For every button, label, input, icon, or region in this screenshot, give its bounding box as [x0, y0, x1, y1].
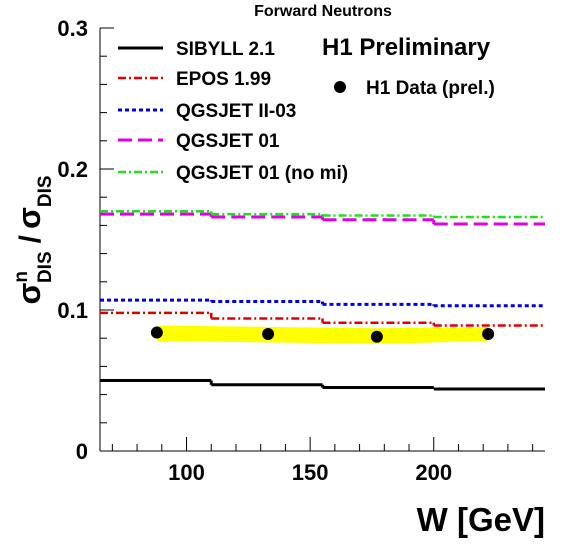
x-axis-label: W [GeV] — [417, 501, 545, 538]
x-tick-label-0: 100 — [168, 460, 205, 485]
h1-data-points — [150, 326, 495, 343]
h1-data-error-band — [156, 325, 489, 344]
y-tick-label-3: 0.3 — [57, 16, 88, 41]
legend-marker-h1-data — [334, 81, 346, 93]
x-axis-ticks: 100 150 200 — [111, 437, 534, 485]
model-curves — [100, 210, 545, 391]
legend-label-qgsjet2: QGSJET II-03 — [176, 101, 296, 122]
data-point-3 — [482, 327, 495, 340]
legend-label-sibyll: SIBYLL 2.1 — [176, 39, 275, 60]
y-axis-label-sigma-den: σ — [11, 207, 47, 229]
legend-label-h1-data: H1 Data (prel.) — [366, 78, 495, 99]
y-axis-label-sup: n — [11, 271, 32, 283]
preliminary-label: H1 Preliminary — [322, 34, 491, 61]
y-tick-label-2: 0.2 — [57, 157, 88, 182]
series-2 — [100, 298, 545, 308]
y-axis-label-sub-den: DIS — [35, 175, 56, 207]
chart-title: Forward Neutrons — [254, 3, 392, 20]
series-1 — [100, 311, 545, 327]
y-axis-label: σn DIS/σDIS — [11, 175, 56, 304]
y-tick-label-1: 0.1 — [57, 298, 88, 323]
legend: SIBYLL 2.1 EPOS 1.99 QGSJET II-03 QGSJET… — [118, 39, 495, 184]
legend-label-epos: EPOS 1.99 — [176, 69, 271, 90]
legend-label-qgsjet01-nomi: QGSJET 01 (no mi) — [176, 163, 348, 184]
data-point-2 — [370, 330, 383, 343]
series-3 — [100, 212, 545, 226]
x-tick-label-1: 150 — [292, 460, 329, 485]
y-tick-label-0: 0 — [76, 439, 88, 464]
series-0 — [100, 379, 545, 391]
data-point-0 — [150, 326, 163, 339]
error-band — [156, 325, 489, 344]
y-axis-label-sigma: σ — [11, 283, 47, 305]
legend-label-qgsjet01: QGSJET 01 — [176, 131, 280, 152]
y-axis-label-slash: / — [14, 234, 47, 243]
y-axis-label-sub: DIS — [35, 251, 56, 283]
data-point-1 — [262, 327, 275, 340]
series-4 — [100, 210, 545, 219]
y-axis-ticks: 0 0.1 0.2 0.3 — [57, 16, 114, 464]
x-tick-label-2: 200 — [415, 460, 452, 485]
